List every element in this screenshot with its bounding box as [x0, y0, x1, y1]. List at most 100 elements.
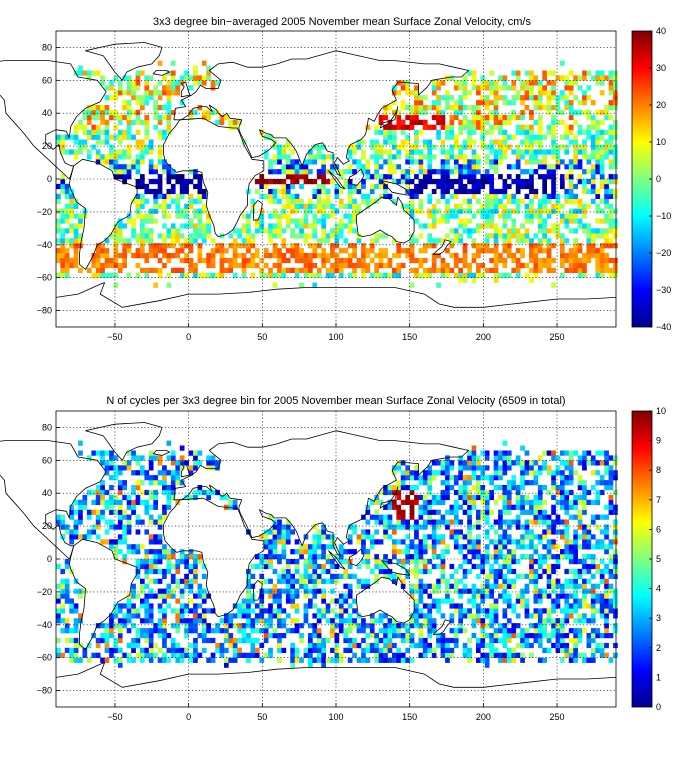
- heatmap-cell: [449, 647, 455, 653]
- heatmap-cell: [418, 652, 424, 658]
- heatmap-cell: [148, 149, 154, 155]
- heatmap-cell: [303, 563, 309, 570]
- heatmap-cell: [595, 218, 601, 224]
- heatmap-cell: [184, 75, 189, 81]
- heatmap-cell: [498, 544, 503, 550]
- heatmap-cell: [135, 470, 141, 476]
- heatmap-cell: [299, 544, 304, 550]
- heatmap-cell: [347, 647, 353, 653]
- heatmap-cell: [573, 598, 578, 604]
- heatmap-cell: [427, 485, 433, 491]
- heatmap-cell: [520, 628, 525, 634]
- heatmap-cell: [277, 149, 282, 155]
- heatmap-cell: [564, 213, 570, 219]
- heatmap-cell: [95, 489, 101, 496]
- heatmap-cell: [392, 154, 397, 160]
- heatmap-cell: [414, 623, 419, 629]
- heatmap-cell: [453, 628, 459, 634]
- heatmap-cell: [285, 188, 291, 195]
- heatmap-cell: [321, 657, 326, 663]
- heatmap-cell: [564, 267, 570, 273]
- heatmap-cell: [458, 257, 463, 264]
- heatmap-cell: [153, 539, 158, 545]
- heatmap-cell: [445, 509, 450, 515]
- heatmap-cell: [162, 549, 167, 555]
- heatmap-cell: [506, 618, 512, 624]
- heatmap-cell: [365, 193, 371, 199]
- heatmap-cell: [551, 228, 556, 234]
- heatmap-cell: [542, 519, 547, 525]
- heatmap-cell: [369, 183, 375, 190]
- heatmap-cell: [378, 262, 384, 269]
- heatmap-cell: [551, 129, 556, 135]
- heatmap-cell: [524, 70, 530, 76]
- heatmap-cell: [64, 578, 70, 584]
- heatmap-cell: [542, 568, 547, 575]
- heatmap-cell: [529, 563, 534, 570]
- heatmap-cell: [599, 198, 605, 204]
- heatmap-cell: [418, 559, 424, 565]
- heatmap-cell: [272, 282, 278, 288]
- heatmap-cell: [498, 198, 503, 204]
- heatmap-cell: [56, 652, 61, 658]
- heatmap-cell: [347, 169, 353, 175]
- heatmap-cell: [555, 164, 561, 170]
- heatmap-cell: [502, 499, 508, 505]
- heatmap-cell: [529, 623, 534, 629]
- heatmap-cell: [582, 267, 587, 273]
- heatmap-cell: [338, 652, 344, 658]
- heatmap-cell: [515, 633, 521, 639]
- heatmap-cell: [352, 267, 357, 273]
- heatmap-cell: [551, 554, 556, 560]
- heatmap-cell: [140, 583, 145, 589]
- heatmap-cell: [577, 203, 583, 209]
- heatmap-cell: [383, 183, 388, 190]
- heatmap-cell: [387, 154, 393, 160]
- heatmap-cell: [290, 662, 295, 668]
- heatmap-cell: [86, 70, 92, 76]
- heatmap-cell: [365, 267, 371, 273]
- heatmap-cell: [246, 598, 251, 604]
- heatmap-cell: [551, 603, 556, 609]
- heatmap-cell: [73, 129, 79, 135]
- heatmap-cell: [573, 578, 578, 584]
- heatmap-cell: [241, 228, 247, 234]
- heatmap-cell: [551, 480, 556, 486]
- heatmap-cell: [303, 578, 309, 584]
- heatmap-cell: [117, 114, 123, 121]
- heatmap-cell: [484, 129, 490, 135]
- heatmap-cell: [157, 618, 163, 624]
- heatmap-cell: [422, 539, 428, 545]
- heatmap-cell: [166, 85, 172, 91]
- heatmap-cell: [356, 257, 362, 264]
- heatmap-cell: [489, 100, 494, 106]
- heatmap-cell: [254, 262, 260, 269]
- heatmap-cell: [109, 499, 114, 505]
- heatmap-cell: [418, 514, 424, 520]
- heatmap-cell: [400, 633, 406, 639]
- heatmap-cell: [458, 475, 463, 481]
- heatmap-cell: [193, 603, 198, 609]
- heatmap-cell: [170, 80, 176, 86]
- heatmap-cell: [529, 159, 534, 165]
- heatmap-cell: [524, 633, 530, 639]
- heatmap-cell: [117, 504, 123, 510]
- heatmap-cell: [162, 262, 167, 269]
- heatmap-cell: [462, 628, 468, 634]
- heatmap-cell: [343, 169, 349, 175]
- heatmap-cell: [458, 149, 463, 155]
- heatmap-cell: [343, 618, 349, 624]
- heatmap-cell: [546, 524, 552, 530]
- panel-zonal-velocity: 3x3 degree bin−averaged 2005 November me…: [0, 16, 671, 342]
- heatmap-cell: [511, 198, 517, 204]
- heatmap-cell: [458, 129, 463, 135]
- heatmap-cell: [422, 480, 428, 486]
- heatmap-cell: [126, 450, 132, 456]
- heatmap-cell: [511, 485, 517, 491]
- heatmap-cell: [564, 613, 570, 619]
- heatmap-cell: [308, 662, 313, 668]
- heatmap-cell: [396, 248, 402, 254]
- heatmap-cell: [511, 267, 517, 273]
- heatmap-cell: [126, 75, 132, 81]
- heatmap-cell: [498, 637, 503, 644]
